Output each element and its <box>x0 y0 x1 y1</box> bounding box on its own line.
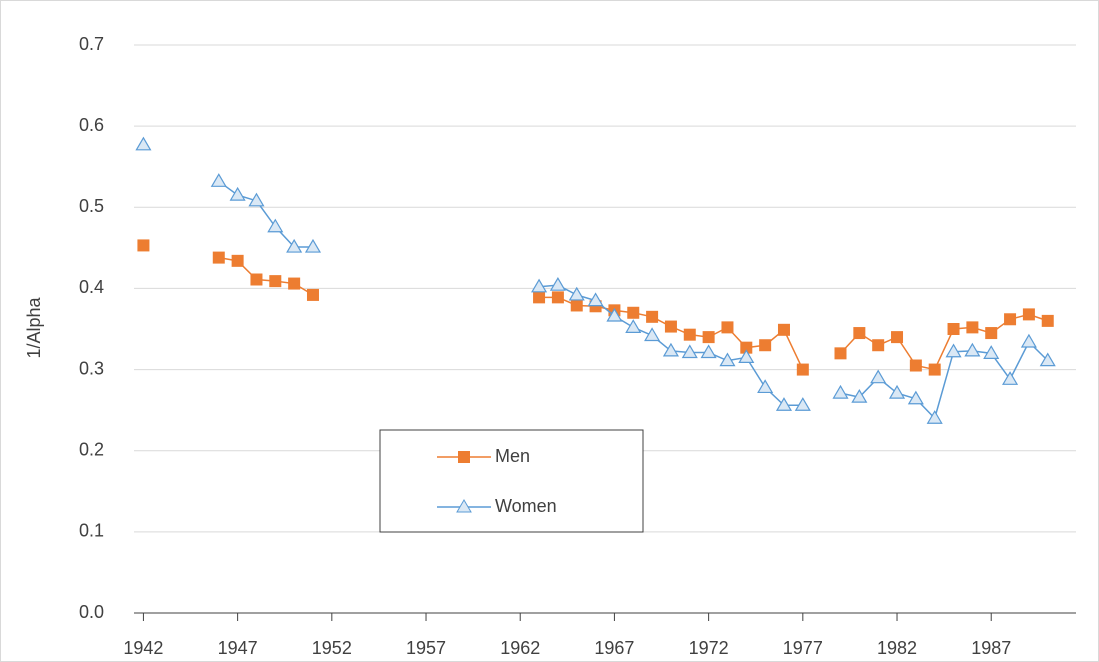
marker <box>853 327 866 340</box>
marker <box>702 331 715 344</box>
x-tick-label: 1942 <box>123 638 163 658</box>
y-tick-label: 0.0 <box>79 602 104 622</box>
x-tick-label: 1987 <box>971 638 1011 658</box>
marker <box>664 320 677 333</box>
marker <box>644 327 661 342</box>
marker <box>1020 333 1037 348</box>
y-tick-label: 0.2 <box>79 439 104 459</box>
marker <box>606 307 623 322</box>
marker <box>870 369 887 384</box>
marker <box>891 331 904 344</box>
marker <box>966 321 979 334</box>
x-tick-label: 1957 <box>406 638 446 658</box>
legend-marker <box>458 451 470 463</box>
y-tick-label: 0.5 <box>79 196 104 216</box>
marker <box>721 321 734 334</box>
marker <box>1004 313 1017 326</box>
marker <box>757 379 774 394</box>
marker <box>719 352 736 367</box>
marker <box>288 277 301 290</box>
marker <box>738 349 755 363</box>
marker <box>137 239 150 252</box>
legend-label: Women <box>495 496 557 516</box>
marker <box>250 273 263 286</box>
y-tick-label: 0.4 <box>79 277 104 297</box>
marker <box>267 218 284 233</box>
marker <box>681 344 698 359</box>
marker <box>796 363 809 376</box>
marker <box>646 310 659 323</box>
marker <box>909 359 922 372</box>
y-tick-label: 0.7 <box>79 34 104 54</box>
marker <box>683 328 696 341</box>
y-tick-label: 0.6 <box>79 115 104 135</box>
marker <box>231 254 244 267</box>
marker <box>533 291 546 304</box>
x-tick-label: 1972 <box>689 638 729 658</box>
marker <box>551 291 564 304</box>
marker <box>531 278 548 293</box>
marker <box>568 286 585 301</box>
y-axis-label: 1/Alpha <box>24 296 44 358</box>
marker <box>229 186 246 201</box>
marker <box>926 410 943 424</box>
marker <box>888 384 906 399</box>
marker <box>570 299 583 312</box>
legend-label: Men <box>495 446 530 466</box>
marker <box>627 306 640 319</box>
marker <box>872 339 885 352</box>
marker <box>1041 314 1054 327</box>
marker <box>587 292 604 307</box>
marker <box>794 397 811 411</box>
marker <box>907 390 924 405</box>
y-tick-label: 0.3 <box>79 358 104 378</box>
marker <box>928 363 941 376</box>
marker <box>947 323 960 335</box>
marker <box>945 343 962 358</box>
marker <box>248 192 265 207</box>
x-tick-label: 1982 <box>877 638 917 658</box>
marker <box>983 345 1000 359</box>
legend-box <box>379 429 644 533</box>
marker <box>964 342 981 357</box>
marker <box>985 327 998 340</box>
x-tick-label: 1962 <box>500 638 540 658</box>
x-tick-label: 1977 <box>783 638 823 658</box>
marker <box>625 319 642 333</box>
y-tick-label: 0.1 <box>79 521 104 541</box>
marker <box>304 238 322 253</box>
marker <box>210 173 227 187</box>
marker <box>834 347 847 360</box>
marker <box>662 342 679 357</box>
marker <box>286 238 303 253</box>
marker <box>700 344 717 359</box>
marker <box>740 341 753 354</box>
marker <box>269 275 282 288</box>
series <box>137 239 1054 376</box>
marker <box>1022 308 1035 321</box>
marker <box>759 339 772 352</box>
marker <box>832 384 849 399</box>
x-tick-label: 1947 <box>218 638 258 658</box>
marker <box>306 288 319 301</box>
marker <box>775 397 793 411</box>
x-tick-label: 1967 <box>594 638 634 658</box>
marker <box>212 251 225 264</box>
marker <box>135 136 152 151</box>
x-tick-label: 1952 <box>312 638 352 658</box>
marker <box>851 388 868 403</box>
legend-marker <box>456 499 472 513</box>
series <box>135 136 1056 424</box>
marker <box>1039 352 1056 367</box>
marker <box>1002 371 1019 385</box>
marker <box>777 323 790 336</box>
marker <box>549 276 566 291</box>
